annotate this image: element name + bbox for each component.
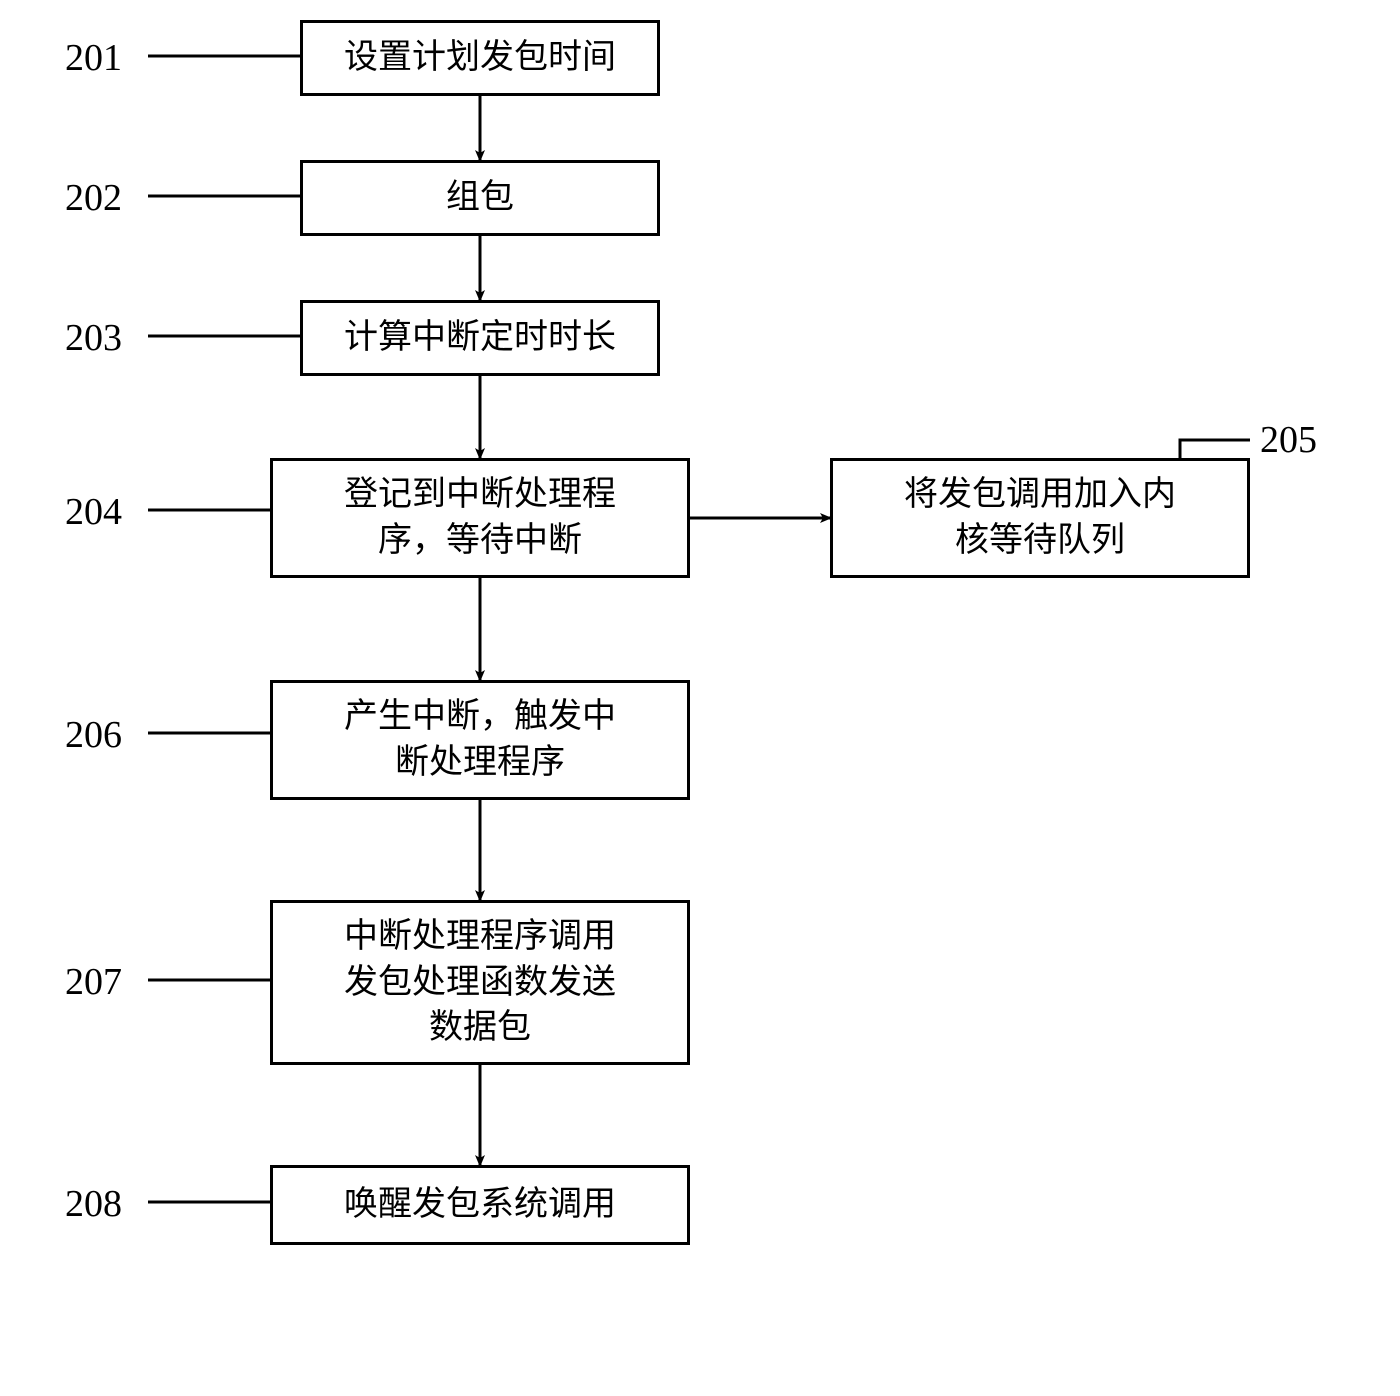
arrows-layer	[0, 0, 1400, 1396]
node-203: 计算中断定时时长	[300, 300, 660, 376]
label-208: 208	[65, 1182, 122, 1226]
label-206: 206	[65, 713, 122, 757]
label-203: 203	[65, 316, 122, 360]
node-207-text: 中断处理程序调用发包处理函数发送数据包	[344, 914, 616, 1052]
node-203-text: 计算中断定时时长	[344, 315, 616, 361]
label-205: 205	[1260, 418, 1317, 462]
node-208-text: 唤醒发包系统调用	[344, 1182, 616, 1228]
node-206-text: 产生中断，触发中断处理程序	[344, 694, 616, 786]
node-205-text: 将发包调用加入内核等待队列	[904, 472, 1176, 564]
node-204: 登记到中断处理程序，等待中断	[270, 458, 690, 578]
label-201: 201	[65, 36, 122, 80]
node-207: 中断处理程序调用发包处理函数发送数据包	[270, 900, 690, 1065]
node-208: 唤醒发包系统调用	[270, 1165, 690, 1245]
label-202: 202	[65, 176, 122, 220]
node-205: 将发包调用加入内核等待队列	[830, 458, 1250, 578]
node-201: 设置计划发包时间	[300, 20, 660, 96]
flowchart-canvas: 设置计划发包时间 组包 计算中断定时时长 登记到中断处理程序，等待中断 将发包调…	[0, 0, 1400, 1396]
node-204-text: 登记到中断处理程序，等待中断	[344, 472, 616, 564]
node-201-text: 设置计划发包时间	[344, 35, 616, 81]
node-202: 组包	[300, 160, 660, 236]
node-206: 产生中断，触发中断处理程序	[270, 680, 690, 800]
label-207: 207	[65, 960, 122, 1004]
node-202-text: 组包	[446, 175, 514, 221]
label-204: 204	[65, 490, 122, 534]
